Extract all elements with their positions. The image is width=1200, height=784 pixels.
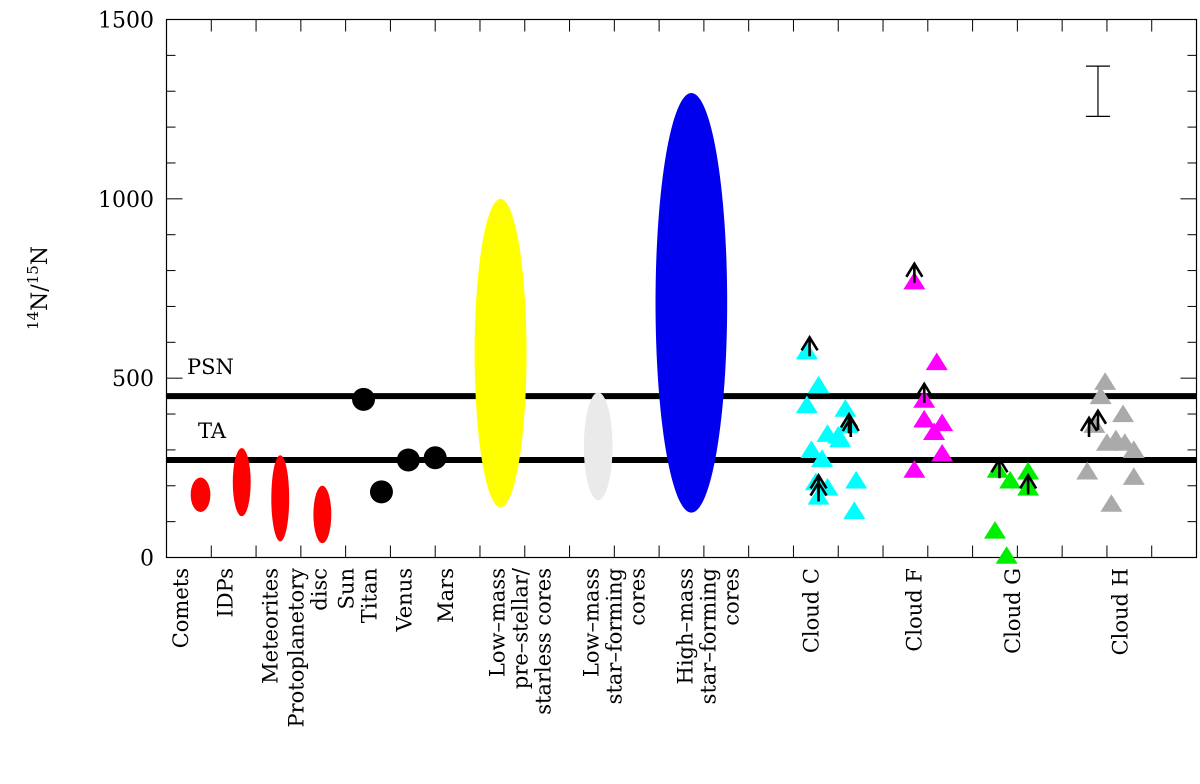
point-cloud-f (903, 460, 926, 478)
point-sun (352, 387, 376, 411)
ellipse-protoplanetory-disc (313, 485, 332, 544)
ellipse-meteorites (271, 455, 290, 542)
point-cloud-c (795, 341, 818, 360)
point-cloud-c (845, 470, 868, 489)
point-cloud-f (923, 422, 946, 441)
axis-ticks: 0 500 1000 1500 (98, 9, 1197, 572)
point-cloud-f (931, 413, 954, 432)
ellipse-comets (190, 477, 211, 512)
lower-limit-cloud-f (915, 381, 934, 403)
category-label-venus: Venus (393, 568, 417, 633)
category-label-comets: Comets (169, 568, 193, 648)
error-bar (1085, 65, 1110, 117)
point-cloud-h (1112, 404, 1135, 423)
point-cloud-g (1017, 461, 1040, 480)
lower-limit-cloud-g (1019, 472, 1038, 495)
point-cloud-c (827, 426, 850, 444)
lower-limit-cloud-c (809, 480, 828, 502)
ellipse-low-mass-star-forming-cores (583, 392, 613, 501)
category-label-sun-titan: Titan (358, 568, 382, 623)
plot-frame (165, 18, 1198, 559)
lower-limit-cloud-c (800, 334, 819, 357)
y-axis-label: 14N/15N (24, 246, 53, 330)
point-cloud-f (913, 409, 936, 428)
category-label-low-mass-pre-stellar-starless-cores: Low–mass (485, 568, 509, 677)
y-tick-label: 500 (112, 367, 154, 392)
point-cloud-f (931, 443, 954, 462)
category-label-low-mass-star-forming-cores: star–forming (602, 568, 626, 704)
point-cloud-h (1100, 494, 1123, 512)
point-cloud-c (843, 501, 866, 519)
category-label-low-mass-star-forming-cores: Low–mass (579, 568, 603, 677)
point-cloud-h (1094, 372, 1117, 390)
lower-limit-cloud-c (841, 415, 860, 437)
category-label-high-mass-star-forming-cores: cores (719, 568, 743, 626)
category-label-protoplanetory-disc: disc (308, 568, 332, 611)
category-label-protoplanetory-disc: Protoplanetory (285, 568, 309, 728)
point-cloud-h (1076, 461, 1099, 480)
category-label-sun-titan: Sun (335, 568, 359, 609)
y-tick-label: 1000 (98, 188, 154, 213)
point-cloud-h (1122, 467, 1145, 485)
point-cloud-c (811, 449, 834, 467)
lower-limit-cloud-g (990, 456, 1009, 479)
category-label-low-mass-pre-stellar-starless-cores: starless cores (531, 568, 555, 715)
category-label-low-mass-pre-stellar-starless-cores: pre–stellar/ (508, 567, 532, 689)
category-label-meteorites: Meteorites (258, 568, 282, 684)
point-cloud-f (925, 352, 948, 371)
ellipse-markers (190, 93, 728, 544)
y-tick-label: 0 (140, 547, 154, 572)
point-cloud-g (986, 460, 1009, 478)
category-label-cloud-c: Cloud C (799, 568, 823, 653)
ellipse-idps (232, 448, 251, 517)
category-label-cloud-g: Cloud G (1001, 568, 1025, 654)
category-label-cloud-f: Cloud F (902, 568, 926, 652)
category-label-cloud-h: Cloud H (1108, 568, 1132, 655)
reference-line-label-psn: PSN (187, 355, 234, 379)
point-cloud-c (807, 375, 830, 394)
category-label-high-mass-star-forming-cores: star–forming (696, 568, 720, 704)
cloud-points (795, 261, 1145, 564)
point-cloud-g (999, 470, 1022, 489)
ellipse-high-mass-star-forming-cores (655, 93, 728, 513)
category-label-idps: IDPs (214, 568, 238, 617)
point-cloud-c (795, 395, 818, 414)
point-cloud-c (800, 440, 823, 458)
y-tick-label: 1500 (98, 9, 154, 34)
point-cloud-g (995, 546, 1018, 564)
category-label-high-mass-star-forming-cores: High–mass (673, 568, 697, 684)
point-titan (369, 480, 393, 504)
error-bar-line (1085, 65, 1110, 117)
ellipse-low-mass-pre-stellar-starless-cores (474, 198, 527, 508)
point-venus (396, 448, 420, 472)
circle-markers (352, 387, 447, 504)
point-cloud-c (816, 478, 839, 496)
lower-limit-cloud-h (1079, 415, 1099, 437)
point-cloud-h (1089, 386, 1112, 405)
point-cloud-h (1122, 440, 1145, 458)
category-labels: Comets IDPs Meteorites Protoplanetory disc Su… (169, 567, 1133, 727)
point-cloud-g (983, 521, 1006, 539)
lower-limit-cloud-f (905, 261, 924, 283)
point-mars (423, 446, 447, 470)
category-label-mars: Mars (434, 568, 458, 623)
reference-line-label-ta: TA (198, 419, 227, 443)
lower-limit-cloud-h (1088, 408, 1108, 430)
category-label-low-mass-star-forming-cores: cores (625, 568, 649, 626)
point-cloud-c (834, 399, 857, 417)
